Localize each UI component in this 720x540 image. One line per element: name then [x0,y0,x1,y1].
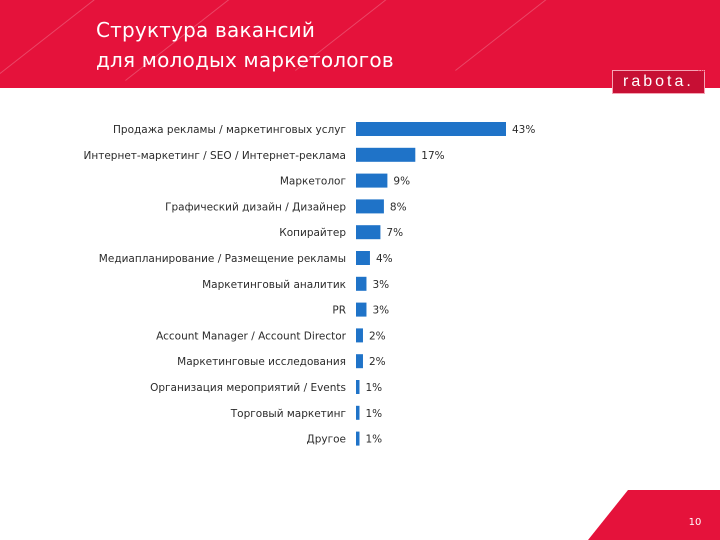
rabota-logo-suffix: ua [698,66,707,74]
bar [356,328,363,343]
bar [356,405,360,420]
category-label: Графический дизайн / Дизайнер [165,201,346,213]
category-label: Маркетинговый аналитик [202,279,346,291]
value-label: 3% [372,279,389,291]
bar [356,199,384,214]
bar [356,225,381,240]
category-label: Медиапланирование / Размещение рекламы [99,253,346,265]
slide-header: Структура вакансий для молодых маркетоло… [0,0,720,88]
value-label: 1% [365,408,382,420]
page-title-line-2: для молодых маркетологов [96,48,394,72]
category-label: Интернет-маркетинг / SEO / Интернет-рекл… [84,150,347,162]
category-label: Организация мероприятий / Events [150,382,346,394]
value-label: 7% [386,227,403,239]
value-label: 1% [365,382,382,394]
category-label: Маркетолог [280,176,346,188]
category-label: Маркетинговые исследования [177,356,346,368]
bar [356,173,388,188]
value-label: 17% [421,150,444,162]
bar [356,354,363,369]
value-label: 4% [376,253,393,265]
value-label: 8% [390,201,407,213]
category-label: Продажа рекламы / маркетинговых услуг [113,124,346,136]
bar [356,302,367,317]
category-label: Копирайтер [279,227,346,239]
category-label: Торговый маркетинг [230,408,346,420]
category-label: Account Manager / Account Director [156,330,347,342]
bar [356,431,360,446]
bar [356,122,506,136]
category-label: PR [332,305,346,317]
value-label: 2% [369,330,386,342]
value-label: 3% [372,305,389,317]
category-label: Другое [307,434,346,446]
value-label: 2% [369,356,386,368]
value-label: 43% [512,124,535,136]
rabota-logo: rabota. [612,70,705,94]
bar [356,380,360,394]
value-label: 9% [393,176,410,188]
bar [356,276,367,291]
page-title-line-1: Структура вакансий [96,18,316,42]
value-label: 1% [365,434,382,446]
bar [356,147,416,162]
bar [356,251,370,265]
page-number: 10 [688,517,702,528]
